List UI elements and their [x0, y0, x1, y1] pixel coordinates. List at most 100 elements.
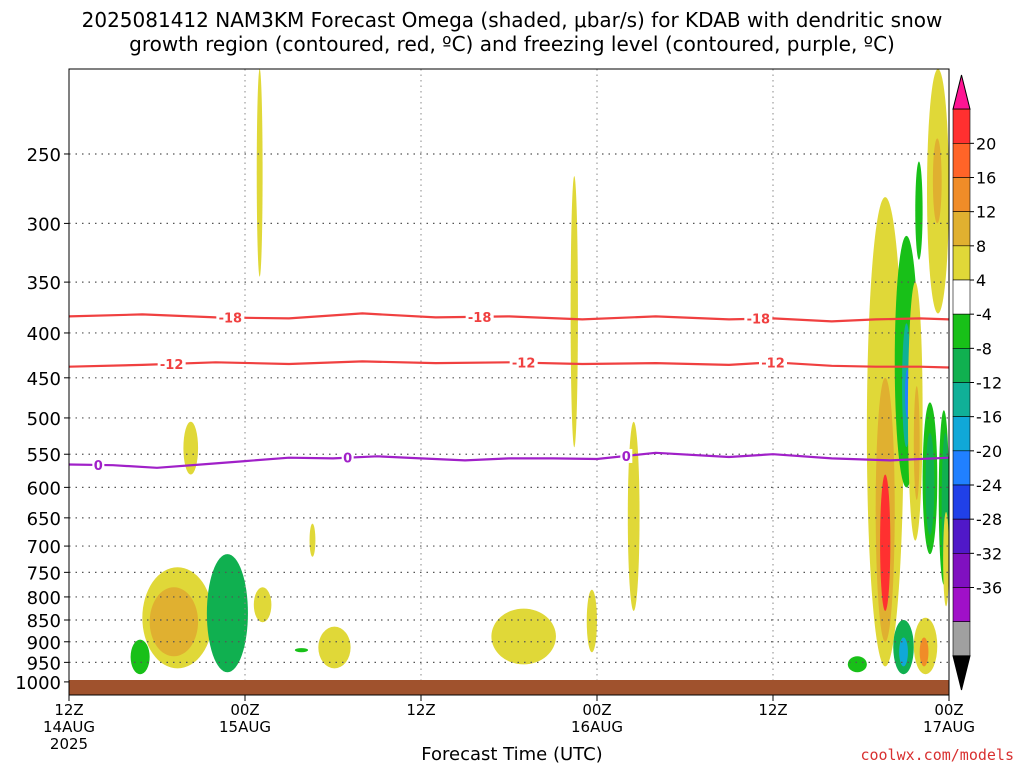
colorbar-bottom-arrow [952, 655, 971, 691]
time-tick-label: 12Z [381, 702, 461, 753]
pressure-tick-label: 250 [27, 145, 61, 166]
colorbar-label: -20 [976, 442, 1002, 461]
colorbar-label: -24 [976, 476, 1002, 495]
time-tick-label-line: 14AUG [43, 718, 95, 736]
contour-line [69, 451, 949, 469]
omega-region [932, 138, 942, 224]
omega-region [925, 432, 935, 536]
colorbar-swatch [952, 211, 971, 247]
plot-frame [68, 68, 950, 696]
colorbar-label: -12 [976, 374, 1002, 393]
contour-label: 0 [622, 450, 631, 465]
contour-label-bg [509, 355, 538, 370]
omega-shading-layer [130, 69, 949, 675]
contour-label-bg [759, 355, 787, 370]
colorbar-label: -36 [976, 579, 1002, 598]
time-tick-label: 00Z 16AUG [557, 702, 637, 753]
contour-label-bg [157, 356, 186, 371]
pressure-tick-label: 550 [27, 445, 61, 466]
pressure-tick-label: 700 [27, 537, 61, 558]
omega-region [253, 587, 272, 623]
contour-label-bg [465, 309, 494, 324]
contour-label: -18 [747, 313, 771, 328]
pressure-tick-label: 900 [27, 633, 61, 654]
source-credit: coolwx.com/models [860, 746, 1014, 764]
colorbar-label: 20 [976, 134, 996, 153]
pressure-tick-label: 350 [27, 273, 61, 294]
time-tick-label-line: 12Z [758, 701, 788, 719]
omega-region [943, 511, 949, 607]
colorbar-label: 4 [976, 271, 986, 290]
pressure-tick-label: 750 [27, 563, 61, 584]
omega-region [919, 637, 929, 667]
pressure-tick-label: 1000 [15, 673, 61, 694]
chart-title-line-1: 2025081412 NAM3KM Forecast Omega (shaded… [81, 8, 943, 32]
omega-region [183, 421, 199, 475]
colorbar-swatch [952, 553, 971, 588]
contour-label: -12 [512, 357, 536, 372]
time-axis-ticks [68, 695, 950, 701]
omega-region [899, 637, 908, 667]
colorbar-swatch [952, 313, 971, 349]
colorbar-swatch [952, 382, 971, 417]
colorbar-swatch [952, 177, 971, 212]
colorbar-label: -4 [976, 305, 992, 324]
colorbar-swatch [952, 279, 971, 315]
contour-label-bg [744, 311, 773, 326]
time-tick-label: 00Z 15AUG [205, 702, 285, 753]
omega-region [318, 626, 351, 669]
contour-label-bg [216, 310, 245, 325]
omega-region [570, 176, 578, 448]
time-tick-label-line: 00Z [934, 701, 964, 719]
omega-region [309, 523, 316, 557]
pressure-tick-label: 850 [27, 611, 61, 632]
time-tick-label: 00Z 17AUG [909, 702, 989, 753]
colorbar-swatch [952, 348, 971, 383]
omega-region [149, 587, 199, 657]
time-tick-label-line [733, 719, 813, 736]
colorbar-swatch [952, 518, 971, 554]
contour-label: -12 [761, 356, 785, 371]
contour-label: -12 [160, 358, 184, 373]
colorbar-legend: 20 16 12 8 4 -4 -8 -12 -16 -20 -24 -28 -32 -36 [952, 74, 1002, 691]
omega-region [880, 474, 891, 611]
time-tick-label-line: 2025 [49, 735, 89, 753]
contour-label: -18 [468, 311, 492, 326]
omega-region [915, 161, 923, 260]
colorbar-swatch [952, 108, 971, 144]
colorbar-label: 16 [976, 169, 996, 188]
colorbar-swatch [952, 484, 971, 520]
time-tick-label-line: 15AUG [219, 718, 271, 736]
contour-label-bg [620, 448, 633, 463]
omega-region [256, 69, 263, 277]
time-tick-label-line: 16AUG [571, 718, 623, 736]
colorbar-label: -16 [976, 408, 1002, 427]
x-axis-label: Forecast Time (UTC) [421, 744, 603, 765]
colorbar-label: -8 [976, 339, 992, 358]
time-tick-label-line: 00Z [230, 701, 260, 719]
colorbar-label: -28 [976, 510, 1002, 529]
time-tick-label-line: 12Z [406, 701, 436, 719]
omega-region [294, 648, 309, 653]
colorbar-swatch [952, 416, 971, 452]
temperature-contours-layer: -18 -18 -18 -12 -12 -12 0 0 0 [69, 309, 949, 474]
pressure-tick-label: 500 [27, 409, 61, 430]
contour-label-bg [92, 457, 105, 472]
omega-region [206, 554, 248, 673]
pressure-tick-label: 600 [27, 478, 61, 499]
chart-title-line-2: growth region (contoured, red, ºC) and f… [129, 32, 895, 56]
colorbar-swatch [952, 143, 971, 178]
pressure-tick-label: 650 [27, 509, 61, 530]
contour-line [69, 360, 949, 369]
ground-surface-bar [69, 680, 949, 695]
omega-region [627, 421, 640, 611]
colorbar-top-arrow [952, 74, 971, 110]
contour-label-bg [341, 450, 354, 465]
colorbar-swatch [952, 450, 971, 486]
time-tick-label-line: 00Z [582, 701, 612, 719]
pressure-tick-label: 450 [27, 369, 61, 390]
colorbar-swatch [952, 245, 971, 281]
pressure-tick-label: 300 [27, 214, 61, 235]
pressure-axis: 2503003504004505005506006507007508008509… [15, 145, 69, 694]
